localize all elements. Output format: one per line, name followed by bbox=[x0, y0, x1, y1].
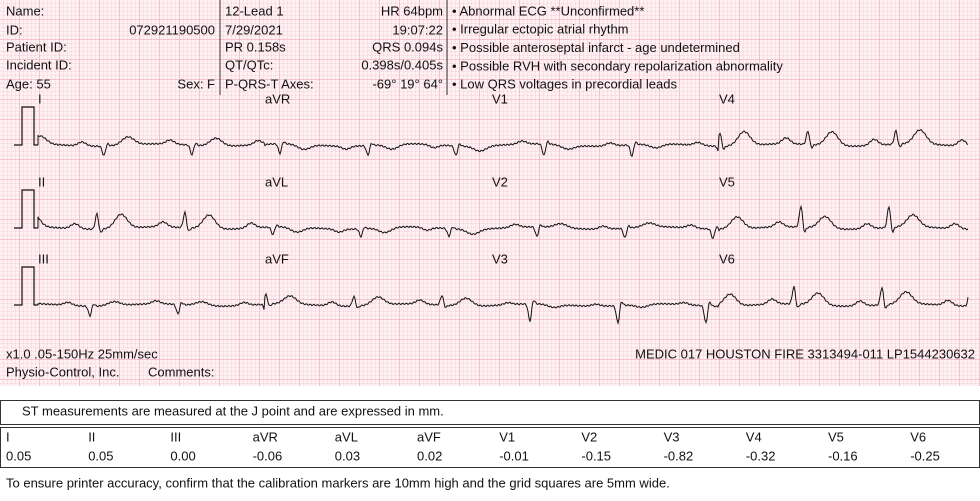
lead-label: aVF bbox=[265, 251, 289, 266]
interpretation: • Possible RVH with secondary repolariza… bbox=[452, 58, 783, 73]
st-lead: II bbox=[88, 429, 95, 444]
interpretation: • Possible anteroseptal infarct - age un… bbox=[452, 40, 740, 55]
st-value: -0.01 bbox=[499, 448, 529, 463]
lead-label: V6 bbox=[719, 251, 735, 266]
value: 7/29/2021 bbox=[225, 22, 283, 37]
value: 072921190500 bbox=[129, 22, 215, 37]
st-value: 0.05 bbox=[88, 448, 113, 463]
st-lead: V2 bbox=[581, 429, 597, 444]
footer-text: x1.0 .05-150Hz 25mm/sec bbox=[6, 346, 158, 361]
value: -69° 19° 64° bbox=[372, 76, 443, 91]
st-lead: V4 bbox=[746, 429, 762, 444]
label: Name: bbox=[6, 3, 44, 18]
lead-label: aVL bbox=[265, 174, 288, 189]
calibration-pulse bbox=[14, 266, 38, 306]
value: HR 64bpm bbox=[381, 3, 443, 18]
lead-label: V5 bbox=[719, 174, 735, 189]
st-value: 0.03 bbox=[335, 448, 360, 463]
st-value: -0.06 bbox=[253, 448, 283, 463]
label: QT/QTc: bbox=[225, 57, 273, 72]
st-lead: V1 bbox=[499, 429, 515, 444]
value: Age: 55 bbox=[6, 76, 51, 91]
st-value: -0.25 bbox=[910, 448, 940, 463]
label: Patient ID: bbox=[6, 39, 67, 54]
lead-label: I bbox=[38, 91, 42, 106]
label: ID: bbox=[6, 22, 23, 37]
st-value: -0.32 bbox=[746, 448, 776, 463]
calibration-pulse bbox=[14, 189, 38, 229]
ecg-trace bbox=[37, 128, 969, 158]
st-lead: aVF bbox=[417, 429, 441, 444]
lead-label: V4 bbox=[719, 91, 735, 106]
st-value: -0.82 bbox=[664, 448, 694, 463]
st-note: ST measurements are measured at the J po… bbox=[22, 403, 444, 418]
label: Incident ID: bbox=[6, 57, 72, 72]
st-lead: V6 bbox=[910, 429, 926, 444]
lead-label: II bbox=[38, 174, 45, 189]
st-value: 0.00 bbox=[170, 448, 195, 463]
value: 19:07:22 bbox=[392, 22, 443, 37]
lead-label: III bbox=[38, 251, 49, 266]
lead-label: V2 bbox=[492, 174, 508, 189]
lead-label: V3 bbox=[492, 251, 508, 266]
value: PR 0.158s bbox=[225, 39, 286, 54]
st-value: -0.15 bbox=[581, 448, 611, 463]
st-lead: V3 bbox=[664, 429, 680, 444]
footer-text: MEDIC 017 HOUSTON FIRE 3313494-011 LP154… bbox=[635, 346, 975, 361]
value: 12-Lead 1 bbox=[225, 3, 284, 18]
interpretation: • Low QRS voltages in precordial leads bbox=[452, 77, 677, 92]
footer-text: Physio-Control, Inc. bbox=[6, 364, 119, 379]
st-lead: V5 bbox=[828, 429, 844, 444]
ecg-grid bbox=[0, 0, 980, 386]
bottom-note: To ensure printer accuracy, confirm that… bbox=[6, 475, 670, 490]
st-value: 0.05 bbox=[6, 448, 31, 463]
st-value: -0.16 bbox=[828, 448, 858, 463]
value: Sex: F bbox=[177, 76, 215, 91]
calibration-pulse bbox=[14, 106, 38, 146]
ecg-trace bbox=[37, 204, 969, 240]
footer-text: Comments: bbox=[148, 364, 214, 379]
label: P-QRS-T Axes: bbox=[225, 76, 314, 91]
st-lead: aVR bbox=[253, 429, 278, 444]
lead-label: V1 bbox=[492, 91, 508, 106]
st-lead: I bbox=[6, 429, 10, 444]
value: 0.398s/0.405s bbox=[361, 57, 443, 72]
interpretation: • Abnormal ECG **Unconfirmed** bbox=[452, 3, 644, 18]
lead-label: aVR bbox=[265, 91, 290, 106]
ecg-trace bbox=[37, 285, 969, 325]
interpretation: • Irregular ectopic atrial rhythm bbox=[452, 22, 629, 37]
st-lead: III bbox=[170, 429, 181, 444]
st-value: 0.02 bbox=[417, 448, 442, 463]
value: QRS 0.094s bbox=[372, 39, 443, 54]
st-lead: aVL bbox=[335, 429, 358, 444]
